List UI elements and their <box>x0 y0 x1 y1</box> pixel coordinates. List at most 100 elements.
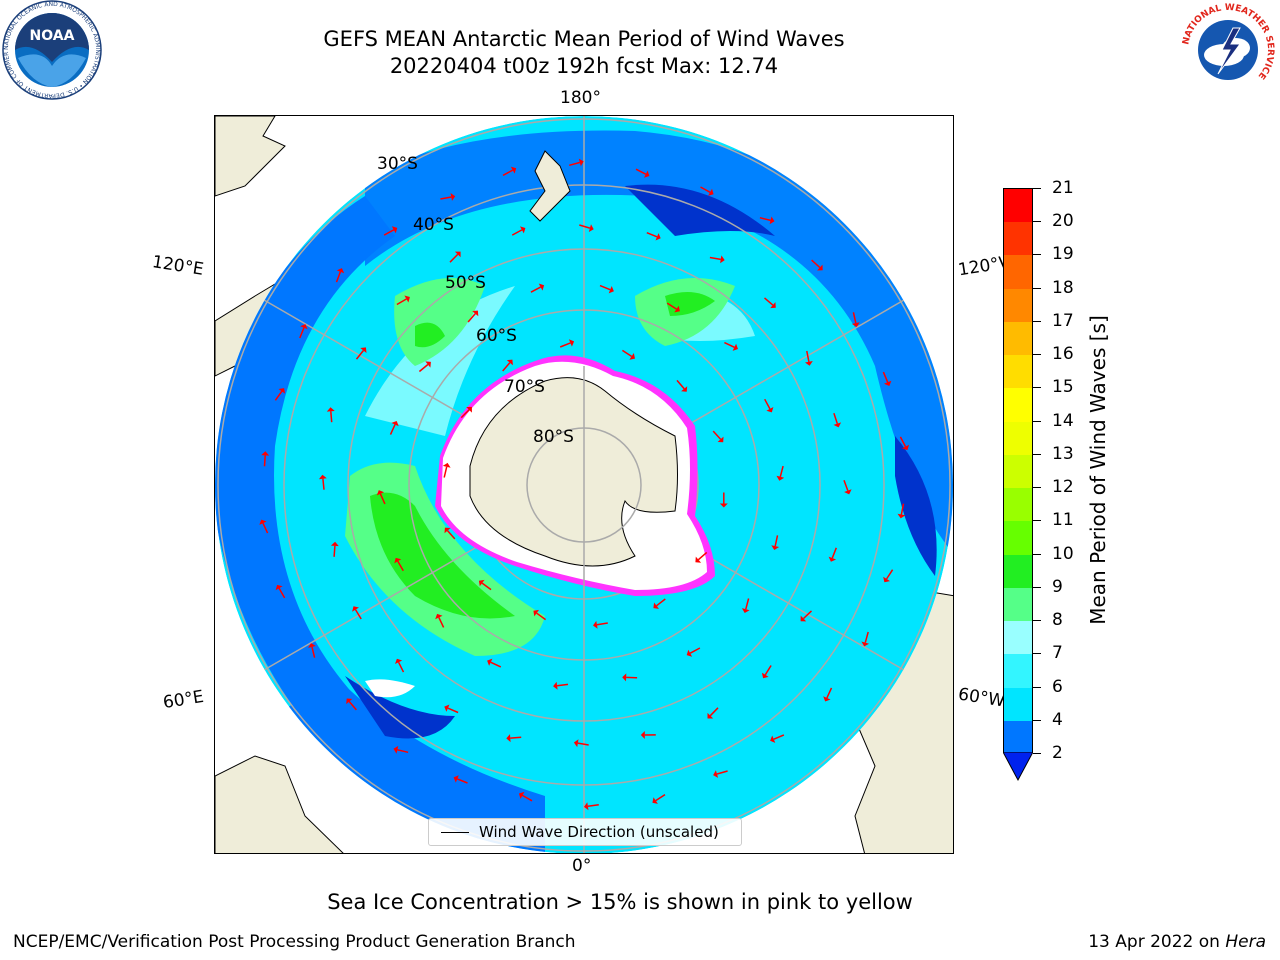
colorbar-segment <box>1004 189 1032 223</box>
wind-wave-arrow-head <box>330 541 339 547</box>
colorbar-segment <box>1004 488 1032 522</box>
wind-wave-arrow-head <box>533 609 539 617</box>
wind-wave-arrow-head <box>884 380 892 386</box>
wind-wave-arrow-shaft <box>666 302 677 310</box>
wind-wave-arrow-shaft <box>843 480 849 491</box>
wind-wave-arrow-head <box>376 490 385 496</box>
wind-wave-arrow-shaft <box>689 647 701 654</box>
wind-wave-arrow-shaft <box>656 598 666 607</box>
colorbar-tick-label: 17 <box>1052 310 1074 331</box>
wind-wave-arrow-head <box>326 407 335 412</box>
colorbar-tick-label: 4 <box>1052 709 1063 730</box>
colorbar-tick-mark <box>1033 620 1041 622</box>
wind-wave-arrow-shaft <box>646 232 658 238</box>
colorbar-segment <box>1004 222 1032 256</box>
wind-wave-arrow-shaft <box>697 551 708 561</box>
wind-wave-arrow-shaft <box>278 587 286 599</box>
wind-wave-arrow-head <box>681 386 688 392</box>
land-mass <box>215 116 286 197</box>
wind-wave-arrow-head <box>823 696 831 702</box>
colorbar-tick-label: 11 <box>1052 510 1074 531</box>
wind-wave-arrow-shaft <box>716 770 728 775</box>
wind-wave-arrow-shaft <box>759 216 771 222</box>
colorbar-tick-mark <box>1033 254 1041 256</box>
polar-map-canvas: 30°S 40°S 50°S 60°S 70°S 80°S <box>215 116 953 853</box>
wind-wave-arrow-head <box>652 797 658 804</box>
wind-wave-arrow-head <box>851 322 860 327</box>
wind-wave-arrow-head <box>425 361 431 368</box>
colorbar-tick-label: 18 <box>1052 277 1074 298</box>
colorbar-tick-mark <box>1033 586 1041 588</box>
colorbar-tick-label: 6 <box>1052 676 1063 697</box>
wind-wave-arrow-shaft <box>440 196 452 200</box>
wind-wave-arrow-head <box>391 421 399 427</box>
colorbar-tick-label: 13 <box>1052 443 1074 464</box>
colorbar-segment <box>1004 554 1032 589</box>
colorbar-tick-mark <box>1033 387 1041 389</box>
lat-label-40s: 40°S <box>413 215 454 235</box>
wind-wave-arrow-head <box>770 302 776 309</box>
wind-wave-arrow-shaft <box>511 229 523 236</box>
wind-wave-arrow-head <box>766 407 774 413</box>
wind-wave-arrow-head <box>261 451 270 456</box>
polar-map: 30°S 40°S 50°S 60°S 70°S 80°S <box>214 115 954 854</box>
wind-wave-arrow-shaft <box>522 794 533 802</box>
wind-wave-arrow-shaft <box>379 493 386 505</box>
wind-wave-arrow-head <box>800 615 807 622</box>
colorbar-segment <box>1004 288 1032 323</box>
wind-wave-arrow-shaft <box>569 161 580 167</box>
wind-wave-arrow-head <box>713 770 719 778</box>
wind-wave-arrow-shaft <box>655 793 666 802</box>
wind-wave-arrow-head <box>487 658 493 666</box>
wind-wave-arrow-shaft <box>864 631 869 643</box>
lon-label-120e: 120°E <box>150 252 205 280</box>
colorbar-tick-label: 10 <box>1052 543 1074 564</box>
wind-wave-arrow-shaft <box>676 379 685 390</box>
lon-label-0: 0° <box>572 856 592 876</box>
colorbar-tick-label: 12 <box>1052 477 1074 498</box>
wind-wave-arrow-head <box>510 166 517 174</box>
wind-wave-arrow-shaft <box>900 503 905 515</box>
wind-wave-arrow-shaft <box>764 297 774 306</box>
colorbar-segment <box>1004 720 1032 755</box>
wind-wave-arrow-shaft <box>263 455 266 467</box>
wind-wave-arrow-head <box>644 170 650 178</box>
wind-wave-arrow-head <box>761 672 769 679</box>
wind-wave-arrow-shaft <box>559 342 571 348</box>
wind-wave-arrow-shaft <box>299 327 305 339</box>
map-subtitle: 20220404 t00z 192h fcst Max: 12.74 <box>389 54 779 78</box>
wind-wave-arrow-head <box>506 359 513 366</box>
wind-wave-arrow-head <box>259 519 267 525</box>
wind-wave-arrow-shaft <box>621 349 633 358</box>
wind-wave-arrow-head <box>686 649 693 657</box>
wind-wave-arrow-head <box>833 422 842 428</box>
wind-wave-arrow-shaft <box>274 390 283 401</box>
wind-wave-arrow-shaft <box>764 398 771 410</box>
colorbar-segment <box>1004 587 1032 622</box>
wind-wave-arrow-head <box>770 735 776 743</box>
colorbar-extend-triangle <box>1003 752 1033 782</box>
wind-wave-arrow-head <box>674 305 680 313</box>
wind-wave-arrow-shaft <box>700 186 711 193</box>
wind-wave-arrow-head <box>717 436 724 443</box>
wind-wave-arrow-shaft <box>418 363 429 373</box>
colorbar-tick-mark <box>1033 487 1041 489</box>
wind-wave-arrow-head <box>275 584 283 591</box>
wind-wave-arrow-head <box>708 188 714 196</box>
wind-wave-arrow-head <box>568 339 575 347</box>
legend-line-sample <box>441 832 469 833</box>
wind-wave-arrow-head <box>655 233 661 241</box>
wind-wave-arrow-head <box>518 791 525 799</box>
wind-wave-arrow-shaft <box>774 535 779 547</box>
footer-date: 13 Apr 2022 on Hera <box>1088 932 1266 952</box>
wind-wave-arrow-shaft <box>262 522 269 534</box>
wind-wave-arrow-shaft <box>397 560 404 572</box>
wind-wave-arrow-head <box>360 347 367 353</box>
wind-wave-arrow-shaft <box>355 350 364 360</box>
wind-wave-arrow-head <box>629 353 635 360</box>
wind-wave-arrow-shaft <box>811 259 821 269</box>
colorbar-segment <box>1004 454 1032 489</box>
wind-wave-arrow-head <box>442 462 451 468</box>
land-mass <box>215 755 344 853</box>
wind-wave-arrow-shaft <box>397 661 405 673</box>
